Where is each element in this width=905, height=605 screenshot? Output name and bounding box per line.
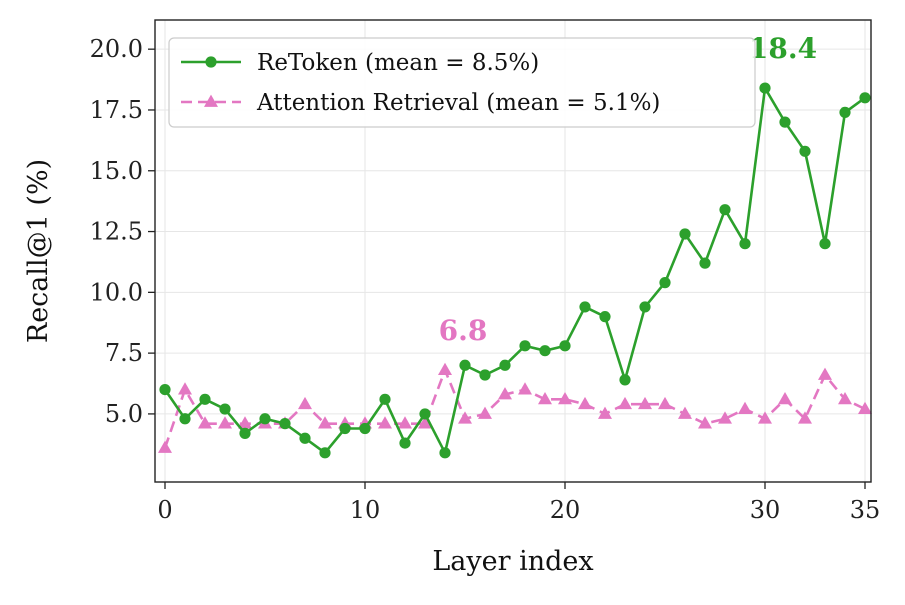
- data-point: [779, 116, 791, 128]
- data-point: [438, 362, 452, 376]
- data-point: [739, 238, 751, 250]
- series-line-1: [163, 368, 866, 449]
- x-tick-label: 20: [550, 496, 581, 524]
- data-point: [439, 447, 451, 459]
- data-point: [499, 359, 511, 371]
- data-point: [698, 416, 712, 429]
- legend-label-0: ReToken (mean = 8.5%): [257, 50, 539, 76]
- data-point: [459, 359, 471, 371]
- data-point: [778, 391, 792, 405]
- data-point: [339, 422, 351, 435]
- data-point: [219, 403, 231, 415]
- data-point: [859, 92, 871, 104]
- data-point: [839, 106, 851, 118]
- y-tick-label: 7.5: [105, 339, 143, 367]
- data-point: [579, 301, 591, 313]
- y-tick-label: 10.0: [90, 278, 143, 306]
- data-point: [738, 401, 752, 414]
- data-point: [699, 257, 711, 269]
- data-point: [759, 82, 771, 94]
- data-point: [178, 382, 192, 395]
- legend-marker-1: [204, 94, 218, 107]
- data-point: [819, 238, 831, 250]
- data-point: [638, 396, 652, 410]
- data-point: [539, 345, 551, 357]
- data-point: [858, 401, 872, 414]
- data-point: [359, 422, 371, 435]
- data-point: [298, 396, 312, 410]
- data-point: [198, 416, 212, 429]
- y-tick-label: 17.5: [90, 96, 143, 124]
- data-point: [538, 391, 552, 405]
- annotation-label: 18.4: [749, 32, 817, 65]
- y-tick-label: 5.0: [105, 400, 143, 428]
- x-tick-label: 10: [350, 496, 381, 524]
- data-point: [659, 277, 671, 289]
- data-point: [799, 145, 811, 157]
- data-point: [818, 367, 832, 380]
- data-point: [398, 416, 412, 429]
- data-point: [618, 396, 632, 410]
- data-point: [158, 440, 172, 453]
- y-tick-label: 12.5: [90, 218, 143, 246]
- data-point: [519, 340, 531, 352]
- x-tick-label: 30: [750, 496, 781, 524]
- data-point: [218, 416, 232, 429]
- data-point: [319, 447, 331, 459]
- data-point: [598, 406, 612, 419]
- x-axis-label: Layer index: [432, 546, 593, 577]
- data-point: [658, 396, 672, 410]
- ticks: 0 10 20 30 35 5.0 7.5 10.0 12.5 15.0 17.5 20.0: [90, 35, 881, 524]
- legend-label-1: Attention Retrieval (mean = 5.1%): [256, 90, 660, 116]
- legend-marker-0: [205, 56, 217, 68]
- data-point: [558, 391, 572, 405]
- data-point: [399, 437, 411, 449]
- series-layer: [158, 82, 872, 459]
- data-point: [679, 228, 691, 240]
- data-point: [518, 382, 532, 395]
- y-tick-label: 15.0: [90, 157, 143, 185]
- data-point: [798, 411, 812, 424]
- data-point: [238, 416, 252, 429]
- data-point: [259, 413, 271, 425]
- data-point: [478, 406, 492, 419]
- data-point: [758, 411, 772, 424]
- data-point: [419, 408, 431, 420]
- data-point: [719, 204, 731, 216]
- plot-frame: [154, 19, 872, 483]
- legend: ReToken (mean = 8.5%) Attention Retrieval…: [168, 37, 756, 128]
- data-point: [838, 391, 852, 405]
- data-point: [378, 416, 392, 429]
- data-point: [678, 406, 692, 419]
- annotations: 18.4 6.8: [439, 32, 817, 347]
- data-point: [599, 311, 611, 323]
- x-tick-label: 35: [850, 496, 881, 524]
- data-point: [379, 393, 391, 405]
- data-point: [458, 411, 472, 424]
- series-line-0: [163, 86, 866, 455]
- data-point: [479, 369, 491, 381]
- data-point: [559, 340, 571, 352]
- legend-box: [168, 37, 756, 128]
- data-point: [718, 411, 732, 424]
- data-point: [498, 387, 512, 400]
- data-point: [299, 432, 311, 444]
- y-axis-label: Recall@1 (%): [23, 159, 54, 343]
- data-point: [578, 396, 592, 410]
- data-point: [279, 418, 291, 430]
- data-point: [318, 416, 332, 429]
- data-point: [159, 384, 171, 396]
- data-point: [619, 374, 631, 386]
- data-point: [418, 416, 432, 429]
- data-point: [179, 413, 191, 425]
- data-point: [639, 301, 651, 313]
- data-point: [239, 427, 251, 439]
- annotation-label: 6.8: [439, 314, 488, 347]
- data-point: [199, 393, 211, 405]
- x-tick-label: 0: [157, 496, 172, 524]
- y-tick-label: 20.0: [90, 35, 143, 63]
